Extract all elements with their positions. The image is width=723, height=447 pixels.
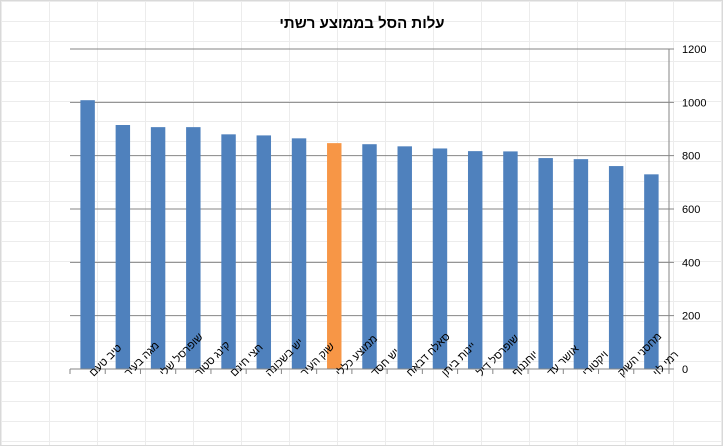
bar <box>608 166 624 369</box>
bar <box>80 100 95 369</box>
chart-title: עלות הסל בממוצע רשתי <box>279 15 444 32</box>
bar <box>362 144 377 369</box>
bar <box>397 146 412 369</box>
bar <box>467 151 483 369</box>
y-tick-label: 1200 <box>682 44 706 56</box>
y-tick-label: 800 <box>682 151 700 163</box>
bar <box>503 151 518 369</box>
bar <box>186 127 201 369</box>
bar <box>256 135 272 369</box>
bar <box>432 148 448 369</box>
bar <box>150 127 166 369</box>
y-tick-label: 200 <box>682 311 700 323</box>
bar <box>644 174 659 369</box>
bars <box>80 100 659 369</box>
y-tick-label: 400 <box>682 257 700 269</box>
y-tick-label: 0 <box>682 364 688 376</box>
bar <box>115 125 131 369</box>
bar <box>538 158 553 369</box>
bar <box>291 138 307 369</box>
y-tick-label: 1000 <box>682 97 706 109</box>
bar <box>573 159 589 369</box>
y-axis-ticks: 0 200 400 600 800 1000 1200 <box>682 44 706 376</box>
bar <box>327 143 342 369</box>
bar <box>221 134 236 369</box>
y-tick-label: 600 <box>682 204 700 216</box>
axes <box>69 49 674 374</box>
